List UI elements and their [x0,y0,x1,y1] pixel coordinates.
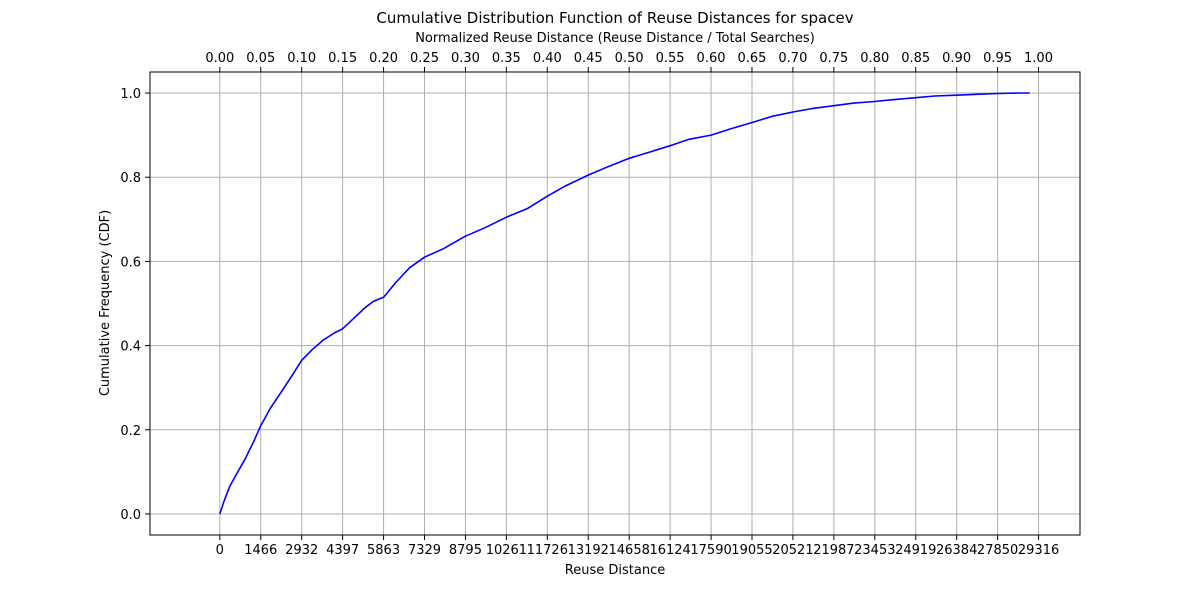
x-tick-label: 26384 [936,543,977,558]
x-tick-label: 16124 [649,543,690,558]
grid-lines [150,72,1080,535]
data-series [219,92,1030,515]
top-tick-label: 0.50 [615,51,644,66]
y-tick-label: 1.0 [120,87,141,102]
top-tick-label: 1.00 [1024,51,1053,66]
cdf-line [219,92,1030,515]
top-tick-label: 0.80 [860,51,889,66]
top-tick-label: 0.35 [492,51,521,66]
x-tick-label: 7329 [408,543,441,558]
y-tick-label: 0.2 [120,424,141,439]
y-tick-label: 0.8 [120,171,141,186]
x-tick-label: 4397 [326,543,359,558]
x-tick-label: 8795 [449,543,482,558]
x-tick-label: 20521 [772,543,813,558]
x-tick-label: 19055 [731,543,772,558]
x-tick-label: 10261 [486,543,527,558]
top-tick-label: 0.20 [369,51,398,66]
top-tick-label: 0.75 [819,51,848,66]
top-tick-label: 0.25 [410,51,439,66]
plot-frame [149,71,1081,536]
x-tick-label: 11726 [527,543,568,558]
top-tick-label: 0.90 [942,51,971,66]
y-tick-label: 0.0 [120,508,141,523]
x-tick-label: 1466 [244,543,277,558]
y-axis-label: Cumulative Frequency (CDF) [98,210,113,396]
x-tick-label: 29316 [1018,543,1059,558]
axis-ticks: 0 1466 2932 4397 5863 7329 8795 10261 11726 13192… [120,51,1059,558]
top-tick-label: 0.45 [574,51,603,66]
y-tick-label: 0.6 [120,255,141,270]
top-tick-label: 0.65 [737,51,766,66]
top-tick-label: 0.40 [533,51,562,66]
x-tick-label: 0 [216,543,224,558]
top-tick-label: 0.95 [983,51,1012,66]
y-tick-label: 0.4 [120,340,141,355]
x-tick-label: 5863 [367,543,400,558]
top-tick-label: 0.30 [451,51,480,66]
x-axis-label: Reuse Distance [565,563,665,578]
top-tick-label: 0.85 [901,51,930,66]
top-axis-label: Normalized Reuse Distance (Reuse Distanc… [415,31,815,46]
top-tick-label: 0.10 [287,51,316,66]
x-tick-label: 24919 [895,543,936,558]
top-tick-label: 0.15 [328,51,357,66]
x-tick-label: 2932 [285,543,318,558]
x-tick-label: 13192 [568,543,609,558]
top-tick-label: 0.00 [205,51,234,66]
x-tick-label: 17590 [690,543,731,558]
x-tick-label: 23453 [854,543,895,558]
top-tick-label: 0.55 [656,51,685,66]
x-tick-label: 21987 [813,543,854,558]
top-tick-label: 0.60 [697,51,726,66]
chart-title: Cumulative Distribution Function of Reus… [376,9,853,27]
top-tick-label: 0.70 [778,51,807,66]
x-tick-label: 27850 [977,543,1018,558]
x-tick-label: 14658 [609,543,650,558]
top-tick-label: 0.05 [246,51,275,66]
